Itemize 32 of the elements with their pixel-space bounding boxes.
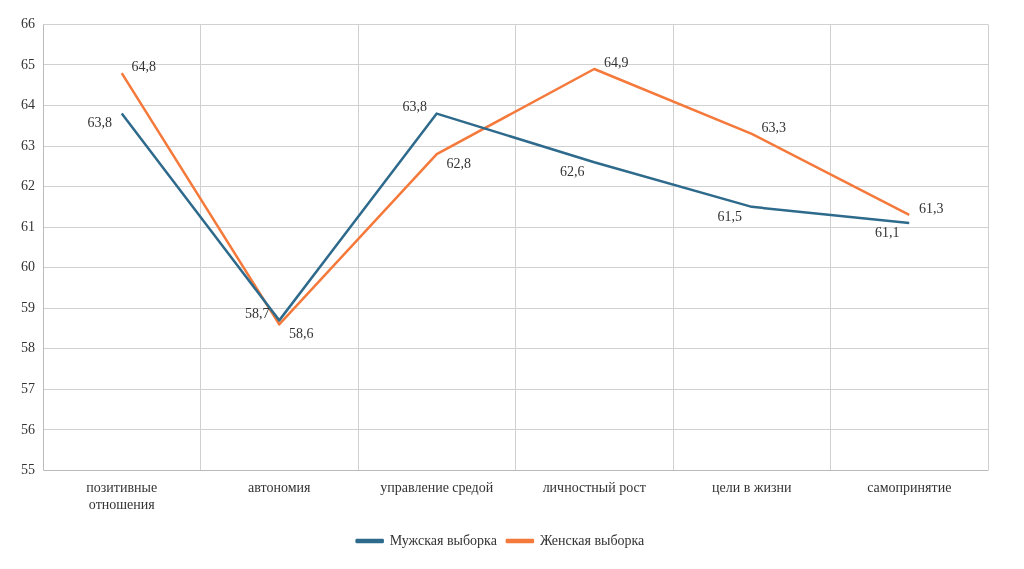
- data-label: 63,8: [402, 99, 427, 115]
- data-label: 61,5: [717, 208, 742, 224]
- data-label: 61,1: [875, 224, 900, 240]
- y-tick-label: 61: [21, 218, 35, 234]
- data-label: 61,3: [919, 200, 944, 216]
- y-tick-label: 55: [21, 462, 35, 478]
- x-tick-label: позитивные отношения: [86, 480, 158, 513]
- x-tick-label: цели в жизни: [712, 480, 792, 496]
- legend-label: Мужская выборка: [389, 532, 498, 548]
- x-tick-label: личностный рост: [542, 480, 646, 496]
- y-tick-label: 60: [21, 259, 35, 275]
- y-tick-label: 63: [21, 137, 35, 153]
- legend-label: Женская выборка: [539, 532, 646, 548]
- data-label: 58,6: [289, 326, 314, 342]
- y-tick-label: 65: [21, 56, 35, 72]
- data-label: 64,8: [131, 58, 156, 74]
- y-tick-label: 66: [21, 16, 35, 32]
- y-tick-label: 62: [21, 178, 35, 194]
- y-tick-label: 56: [21, 421, 35, 437]
- data-label: 58,7: [245, 306, 270, 322]
- y-tick-label: 58: [21, 340, 35, 356]
- x-tick-label: самопринятие: [867, 480, 952, 496]
- x-tick-label: автономия: [248, 480, 312, 496]
- data-label: 63,3: [761, 119, 786, 135]
- data-label: 64,9: [604, 54, 629, 70]
- y-tick-label: 59: [21, 299, 35, 315]
- data-label: 62,6: [560, 163, 585, 179]
- data-label: 63,8: [87, 115, 112, 131]
- x-tick-label: управление средой: [380, 480, 494, 496]
- y-tick-label: 57: [21, 380, 35, 396]
- y-tick-label: 64: [21, 97, 35, 113]
- data-label: 62,8: [446, 155, 471, 171]
